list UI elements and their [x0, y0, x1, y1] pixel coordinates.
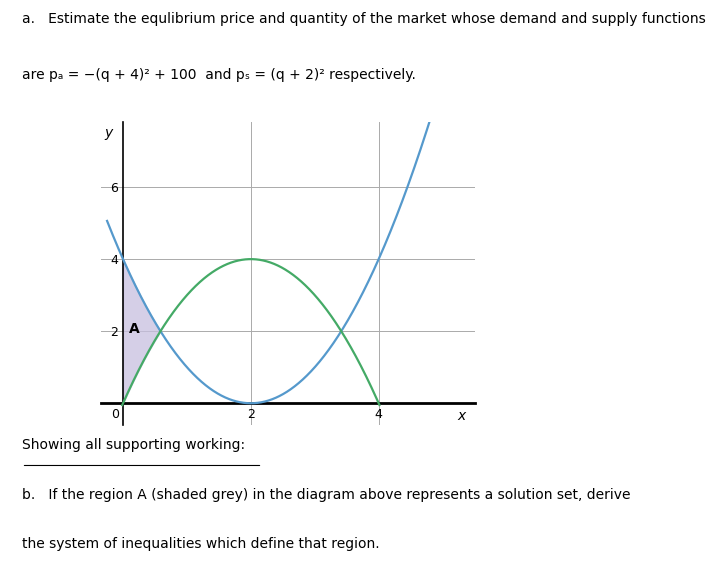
Text: x: x [457, 409, 466, 423]
Text: the system of inequalities which define that region.: the system of inequalities which define … [22, 537, 379, 551]
Text: are pₐ = −(q + 4)² + 100  and pₛ = (q + 2)² respectively.: are pₐ = −(q + 4)² + 100 and pₛ = (q + 2… [22, 68, 416, 81]
Text: Showing all supporting working:: Showing all supporting working: [22, 438, 244, 452]
Text: 0: 0 [111, 408, 119, 421]
Text: b.   If the region A (shaded grey) in the diagram above represents a solution se: b. If the region A (shaded grey) in the … [22, 488, 630, 502]
Text: A: A [129, 322, 139, 336]
Text: y: y [105, 126, 113, 140]
Text: a.   Estimate the equlibrium price and quantity of the market whose demand and s: a. Estimate the equlibrium price and qua… [22, 12, 705, 26]
